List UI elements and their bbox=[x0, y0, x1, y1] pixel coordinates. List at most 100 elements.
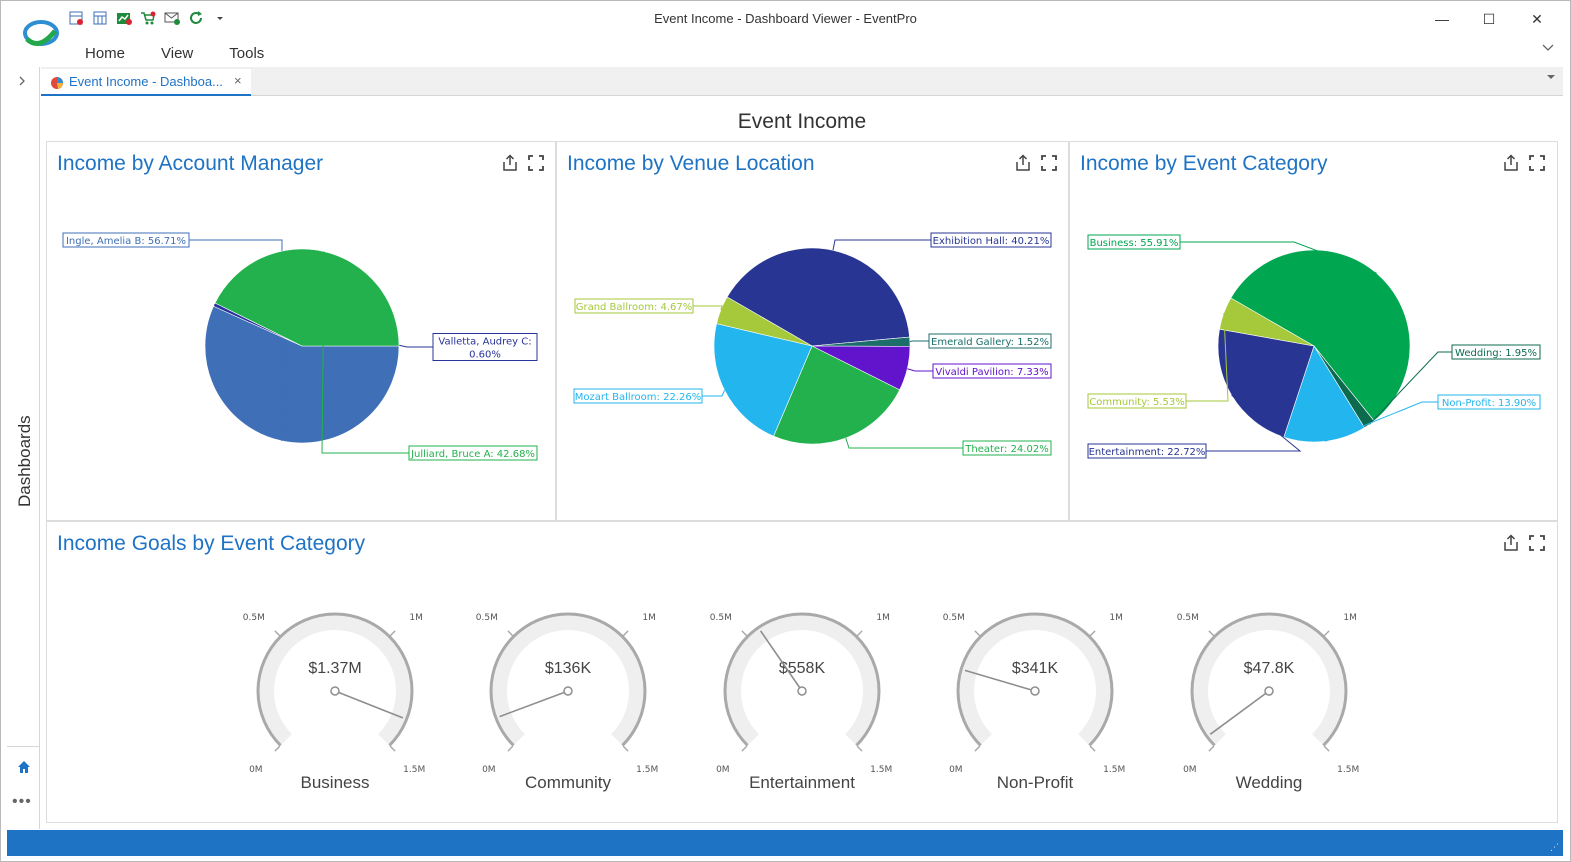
gauge-wedding: 0M 0.5M 1M 1.5M $47.8K Wedding bbox=[1177, 612, 1359, 792]
gauge-community: 0M 0.5M 1M 1.5M $136K Community bbox=[476, 612, 658, 792]
gauge-scale-arc bbox=[723, 612, 881, 747]
dashboard-title: Event Income bbox=[737, 110, 867, 133]
title-bar: Event Income - Dashboard Viewer - EventP… bbox=[1, 1, 1570, 46]
gauge-pivot bbox=[563, 686, 573, 696]
slice-label: Wedding: 1.95% bbox=[1455, 348, 1537, 359]
gauge-band bbox=[491, 614, 645, 746]
pie-slice[interactable] bbox=[773, 345, 901, 445]
panel-income-goals: Income Goals by Event Category 0M 0.5M 1M 1… bbox=[46, 521, 1558, 823]
gauge-tick-label: 0.5M bbox=[1177, 613, 1199, 623]
gauge-scale-arc bbox=[489, 612, 647, 747]
tab-close-icon[interactable]: × bbox=[234, 73, 242, 88]
menu-view[interactable]: View bbox=[161, 45, 194, 62]
tab-event-income[interactable]: Event Income - Dashboa... × bbox=[41, 69, 251, 96]
document-tab-strip: Event Income - Dashboa... × bbox=[41, 67, 1563, 96]
maximize-icon[interactable] bbox=[527, 154, 545, 172]
gauge-tick-mark bbox=[389, 745, 396, 752]
label-connector bbox=[1186, 313, 1229, 402]
gauge-tick-label: 1.5M bbox=[1103, 765, 1125, 775]
export-icon[interactable] bbox=[1014, 154, 1032, 172]
slice-label: Business: 55.91% bbox=[1090, 238, 1179, 249]
gauge-band bbox=[258, 614, 412, 746]
tab-label: Event Income - Dashboa... bbox=[69, 74, 223, 89]
sidebar-expand-chevron-icon[interactable] bbox=[17, 75, 27, 87]
ribbon-expand-chevron-icon[interactable] bbox=[1542, 43, 1554, 53]
gauge-caption: Community bbox=[525, 773, 611, 792]
eventpro-logo-icon[interactable] bbox=[21, 17, 59, 51]
minimize-button[interactable]: — bbox=[1435, 11, 1449, 27]
label-box bbox=[1437, 394, 1541, 410]
slice-label: Community: 5.53% bbox=[1089, 397, 1184, 408]
gauge-tick-label: 1.5M bbox=[870, 765, 892, 775]
gauge-tick-mark bbox=[741, 630, 748, 637]
refresh-icon[interactable] bbox=[187, 9, 205, 27]
gauge-tick-label: 0M bbox=[949, 765, 963, 775]
label-box bbox=[62, 232, 190, 248]
maximize-icon[interactable] bbox=[1528, 154, 1546, 172]
pie-slice[interactable] bbox=[716, 296, 813, 347]
ribbon-menu: Home View Tools bbox=[67, 41, 282, 66]
gauge-band bbox=[725, 614, 879, 746]
sidebar-label[interactable]: Dashboards bbox=[15, 415, 34, 507]
gauge-tick-label: 1.5M bbox=[636, 765, 658, 775]
resize-grip-icon[interactable]: ⋰ bbox=[1550, 842, 1559, 852]
pie-chart-account-manager: Ingle, Amelia B: 56.71% Valletta, Audrey … bbox=[62, 232, 538, 461]
tab-list-dropdown-icon[interactable] bbox=[1547, 74, 1555, 80]
label-box bbox=[1087, 234, 1181, 250]
label-connector bbox=[702, 390, 726, 397]
home-icon[interactable] bbox=[16, 759, 32, 775]
label-box bbox=[962, 440, 1052, 456]
label-connector bbox=[1325, 401, 1438, 442]
export-icon[interactable] bbox=[1502, 154, 1520, 172]
gauge-pivot bbox=[1264, 686, 1274, 696]
label-box bbox=[432, 333, 538, 361]
pie-chart-event-category: Business: 55.91% Wedding: 1.95% Non-Profit… bbox=[1087, 234, 1541, 459]
pie-slice[interactable] bbox=[713, 323, 813, 437]
gauge-tick-label: 0.5M bbox=[710, 613, 732, 623]
gauge-tick-mark bbox=[856, 745, 863, 752]
gauge-caption: Non-Profit bbox=[997, 773, 1074, 792]
gauge-tick-mark bbox=[274, 630, 281, 637]
export-icon[interactable] bbox=[1502, 534, 1520, 552]
gauge-entertainment: 0M 0.5M 1M 1.5M $558K Entertainment bbox=[710, 612, 892, 792]
label-box bbox=[928, 333, 1052, 349]
close-window-button[interactable]: ✕ bbox=[1531, 10, 1543, 27]
new-event-icon[interactable] bbox=[67, 9, 85, 27]
cart-icon[interactable] bbox=[139, 9, 157, 27]
dashboard-viewer: Event Income Income by Account Manager I… bbox=[41, 96, 1563, 829]
gauge-tick-mark bbox=[1089, 630, 1096, 637]
gauge-tick-mark bbox=[507, 630, 514, 637]
panel-income-by-account-manager: Income by Account Manager Ingle, Amelia … bbox=[46, 141, 556, 521]
gauge-tick-mark bbox=[1323, 745, 1330, 752]
pie-slice[interactable] bbox=[214, 248, 400, 347]
mail-icon[interactable] bbox=[163, 9, 181, 27]
customize-dropdown-icon[interactable] bbox=[211, 9, 229, 27]
panel-title: Income by Event Category bbox=[1080, 152, 1328, 175]
export-icon[interactable] bbox=[501, 154, 519, 172]
maximize-button[interactable]: ☐ bbox=[1482, 10, 1496, 27]
gauge-band bbox=[958, 614, 1112, 746]
menu-home[interactable]: Home bbox=[85, 45, 126, 62]
gauge-tick-label: 1M bbox=[876, 613, 890, 623]
gauge-tick-mark bbox=[622, 630, 629, 637]
label-connector bbox=[907, 368, 933, 372]
pie-slice[interactable] bbox=[726, 247, 910, 347]
window-title: Event Income - Dashboard Viewer - EventP… bbox=[654, 11, 917, 26]
label-connector bbox=[832, 239, 931, 251]
maximize-icon[interactable] bbox=[1528, 534, 1546, 552]
label-box bbox=[1087, 393, 1187, 409]
pie-slice[interactable] bbox=[1230, 249, 1411, 422]
calendar-icon[interactable] bbox=[91, 9, 109, 27]
status-bar: ⋰ bbox=[7, 830, 1563, 856]
slice-label: Emerald Gallery: 1.52% bbox=[931, 337, 1049, 348]
label-box bbox=[573, 388, 703, 404]
report-icon[interactable] bbox=[115, 9, 133, 27]
gauge-tick-label: 0.5M bbox=[476, 613, 498, 623]
label-box bbox=[408, 445, 538, 461]
slice-label: Grand Ballroom: 4.67% bbox=[576, 302, 693, 313]
gauge-tick-mark bbox=[507, 745, 514, 752]
menu-tools[interactable]: Tools bbox=[229, 45, 265, 62]
maximize-icon[interactable] bbox=[1040, 154, 1058, 172]
slice-label: 0.60% bbox=[469, 350, 501, 361]
more-options-icon[interactable]: ••• bbox=[12, 793, 32, 810]
